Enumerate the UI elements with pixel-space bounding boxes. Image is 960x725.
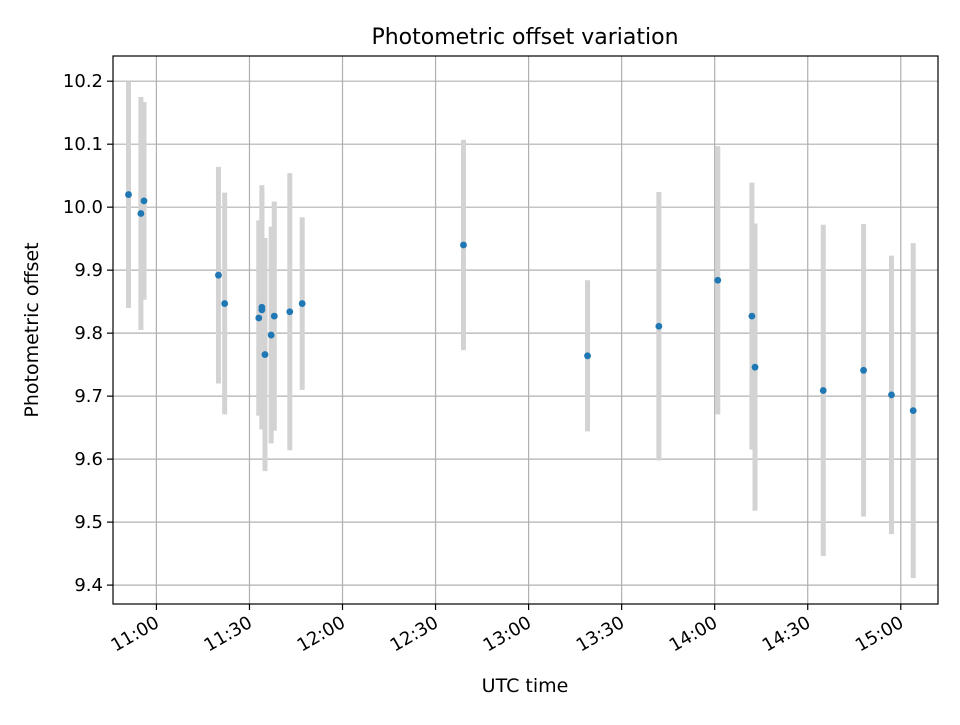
- data-point: [460, 241, 467, 249]
- x-axis-label: UTC time: [482, 675, 569, 697]
- data-point: [714, 276, 722, 284]
- data-point: [584, 352, 591, 360]
- data-point: [267, 331, 275, 339]
- data-point: [751, 363, 759, 371]
- y-tick-label: 9.4: [74, 575, 103, 596]
- y-tick-label: 9.6: [74, 449, 103, 470]
- data-point: [258, 303, 266, 311]
- y-axis-ticks: 9.4 9.5 9.6 9.7 9.8 9.9 10.0 10.1 10.2: [63, 71, 113, 596]
- y-tick-label: 10.2: [63, 71, 103, 92]
- data-point: [819, 387, 827, 394]
- y-tick-label: 10.1: [63, 134, 103, 155]
- data-point: [221, 300, 229, 307]
- data-point: [125, 191, 132, 198]
- data-point: [748, 312, 756, 320]
- data-point: [888, 391, 895, 399]
- data-point: [270, 312, 278, 320]
- data-point: [137, 210, 145, 217]
- plot-frame: [112, 55, 939, 605]
- data-points: [125, 191, 917, 415]
- y-axis-label: Photometric offset: [21, 242, 43, 417]
- data-point: [860, 366, 867, 374]
- chart-title: Photometric offset variation: [371, 25, 678, 50]
- y-tick-label: 9.8: [74, 323, 103, 344]
- data-point: [215, 271, 222, 279]
- data-point: [655, 322, 663, 330]
- data-point: [286, 308, 294, 316]
- y-tick-label: 10.0: [63, 197, 103, 218]
- data-point: [909, 407, 917, 415]
- y-tick-label: 9.9: [74, 260, 103, 281]
- y-tick-label: 9.5: [74, 512, 103, 533]
- data-point: [298, 300, 306, 307]
- grid-lines: [113, 56, 938, 604]
- data-point: [255, 314, 263, 322]
- data-point: [261, 351, 269, 358]
- y-tick-label: 9.7: [74, 386, 103, 407]
- data-point: [140, 197, 148, 205]
